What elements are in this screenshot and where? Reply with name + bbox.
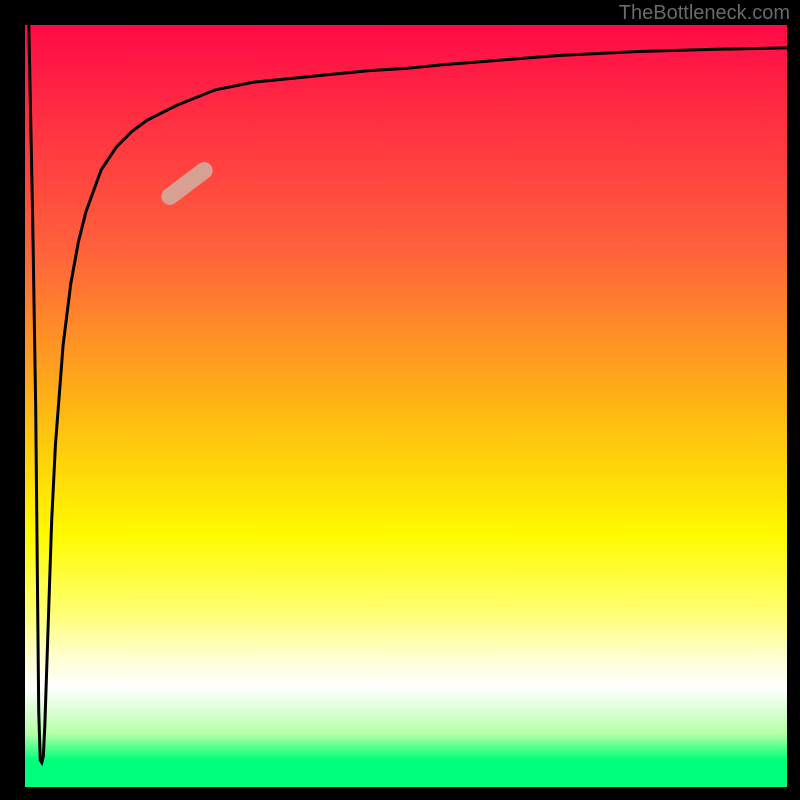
performance-curve xyxy=(29,25,787,763)
curve-svg xyxy=(25,25,787,787)
plot-area xyxy=(25,25,787,787)
attribution-text: TheBottleneck.com xyxy=(619,2,790,25)
